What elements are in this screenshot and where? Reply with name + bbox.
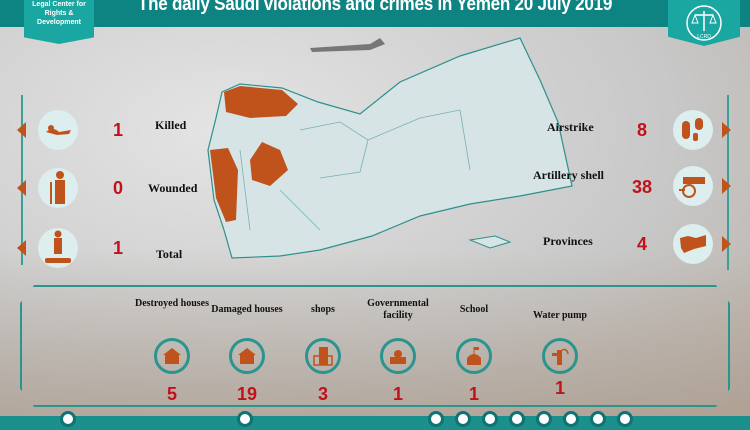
arrow-left-icon — [17, 240, 26, 256]
artillery-count: 38 — [632, 177, 653, 197]
artillery-label: Artillery shell — [533, 168, 604, 182]
social-icon[interactable] — [455, 411, 471, 427]
government-building-icon — [380, 338, 416, 374]
wounded-label: Wounded — [148, 180, 198, 195]
region-central — [250, 142, 288, 186]
damage-label: School — [459, 304, 489, 315]
cannon-icon — [673, 166, 713, 206]
damage-label: Damaged houses — [211, 304, 283, 315]
damages-panel — [20, 285, 730, 407]
damage-count: 1 — [554, 378, 565, 398]
damage-school: School 1 — [429, 304, 519, 405]
bombs-icon — [673, 110, 713, 150]
yemen-map — [207, 37, 573, 259]
web-icon[interactable] — [237, 411, 253, 427]
logo-text: Legal Center for Rights & Development — [32, 1, 86, 26]
killed-count: 1 — [113, 119, 124, 140]
background-fade — [0, 250, 750, 430]
social-icon[interactable] — [536, 411, 552, 427]
arrow-left-icon — [17, 122, 26, 138]
social-icon[interactable] — [509, 411, 525, 427]
damage-count: 1 — [392, 384, 403, 404]
arrow-right-icon — [722, 122, 731, 138]
social-icon[interactable] — [563, 411, 579, 427]
damaged-house-icon — [229, 338, 265, 374]
social-icon[interactable] — [482, 411, 498, 427]
total-count: 1 — [113, 237, 124, 258]
damage-count: 3 — [317, 384, 328, 404]
airstrike-count: 8 — [637, 120, 648, 140]
social-icon[interactable] — [428, 411, 444, 427]
damage-shops: shops 3 — [278, 304, 368, 405]
arrow-right-icon — [722, 178, 731, 194]
airstrike-label: Airstrike — [547, 120, 594, 134]
wounded-count: 0 — [113, 177, 124, 198]
damage-label: Governmental facility — [367, 298, 429, 321]
instagram-icon[interactable] — [590, 411, 606, 427]
scales-of-justice-icon: LCRD — [686, 5, 722, 41]
footer-bar — [0, 416, 750, 430]
casualties-total-icon — [38, 228, 78, 268]
socotra-island — [468, 235, 512, 249]
header-bar: The daily Saudi violations and crimes in… — [0, 0, 750, 27]
killed-person-icon — [38, 110, 78, 150]
social-icon[interactable] — [617, 411, 633, 427]
destroyed-house-icon — [154, 338, 190, 374]
stat-killed: 1 Killed — [17, 110, 186, 150]
school-icon — [456, 338, 492, 374]
wounded-person-icon — [38, 168, 78, 208]
stat-wounded: 0 Wounded — [17, 168, 197, 208]
damage-water-pump: Water pump 1 — [515, 310, 605, 399]
region-saada — [224, 86, 298, 118]
fighter-jet-icon — [310, 38, 385, 52]
damage-count: 5 — [166, 384, 177, 404]
shop-building-icon — [305, 338, 341, 374]
seal-logo: LCRD — [668, 0, 740, 46]
total-label: Total — [156, 246, 183, 261]
arrow-left-icon — [17, 180, 26, 196]
damage-damaged-houses: Damaged houses 19 — [202, 304, 292, 405]
damage-label: shops — [311, 304, 335, 315]
damage-label: Water pump — [533, 310, 587, 321]
damage-destroyed-houses: Destroyed houses 5 — [127, 298, 217, 405]
logo: Legal Center for Rights & Development — [24, 0, 94, 44]
page-title: The daily Saudi violations and crimes in… — [137, 0, 613, 15]
killed-label: Killed — [155, 117, 187, 132]
provinces-count: 4 — [637, 234, 648, 254]
arrow-right-icon — [722, 236, 731, 252]
damage-governmental-facility: Governmental facility 1 — [353, 298, 443, 405]
stat-total: 1 Total — [17, 228, 182, 268]
yemen-outline — [207, 37, 573, 259]
yemen-map-icon — [673, 224, 713, 264]
region-hodeidah — [210, 148, 238, 222]
water-pump-icon — [542, 338, 578, 374]
damage-count: 19 — [236, 384, 258, 404]
phone-icon[interactable] — [60, 411, 76, 427]
damage-label: Destroyed houses — [135, 298, 209, 309]
damage-count: 1 — [468, 384, 479, 404]
seal-text: LCRD — [697, 34, 711, 40]
provinces-label: Provinces — [543, 234, 593, 248]
